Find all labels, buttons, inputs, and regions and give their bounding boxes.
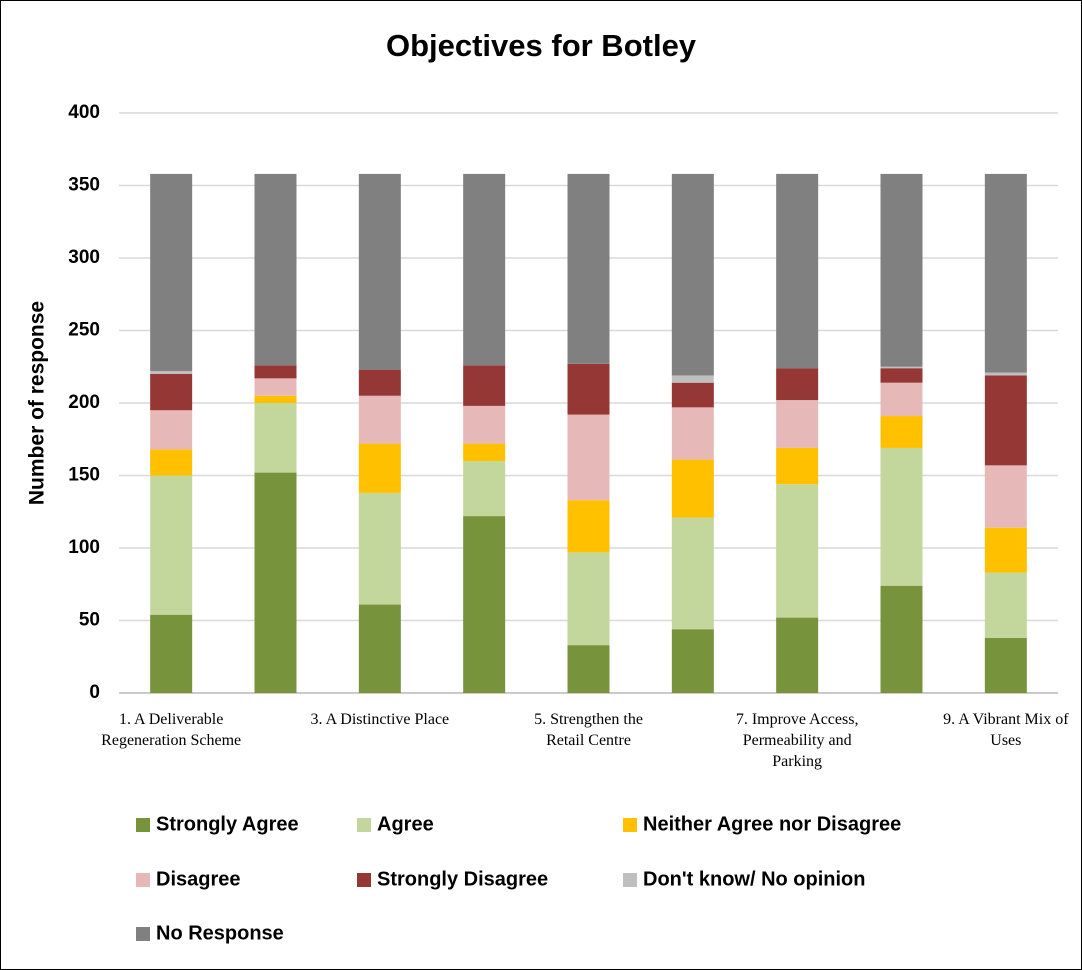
bar-segment <box>567 173 610 364</box>
bar-segment <box>880 382 923 417</box>
legend-label: Neither Agree nor Disagree <box>643 813 901 835</box>
bar-segment <box>358 173 401 370</box>
chart-title: Objectives for Botley <box>386 28 697 63</box>
bar-segment <box>671 517 714 630</box>
bar-segment <box>984 465 1027 528</box>
bar-segment <box>150 173 193 372</box>
bar-segment <box>776 617 819 693</box>
y-tick-label: 100 <box>68 537 100 558</box>
y-tick-label: 0 <box>89 682 100 703</box>
y-tick-label: 150 <box>68 465 100 486</box>
bar-segment <box>358 604 401 693</box>
bar-segment <box>150 475 193 615</box>
bar-segment <box>150 410 193 450</box>
bar-segment <box>358 443 401 493</box>
bar-segment <box>254 378 297 396</box>
bar-segment <box>567 552 610 646</box>
bar-segment <box>984 637 1027 693</box>
bar-segment <box>254 403 297 473</box>
bar-segment <box>880 447 923 586</box>
legend-label: No Response <box>156 922 284 944</box>
bar-segment <box>671 407 714 460</box>
x-tick-label: 7. Improve Access, Permeability and Park… <box>735 711 859 770</box>
bar-segment <box>567 414 610 501</box>
bar-segment <box>776 447 819 485</box>
bar-segment <box>150 614 193 693</box>
bar-segment <box>567 363 610 415</box>
bar-segment <box>671 173 714 376</box>
legend-swatch <box>623 873 637 887</box>
legend-swatch <box>136 873 150 887</box>
bar-segment <box>463 443 506 461</box>
legend-swatch <box>357 818 371 832</box>
bar-segment <box>150 449 193 476</box>
x-tick-label: 3. A Distinctive Place <box>310 711 450 728</box>
legend-label: Strongly Disagree <box>377 868 548 890</box>
bar-segment <box>150 374 193 411</box>
bar-segment <box>671 382 714 408</box>
bar-segment <box>150 371 193 374</box>
legend-swatch <box>357 873 371 887</box>
bar-segment <box>254 173 297 366</box>
x-tick-label: 1. A Deliverable Regeneration Scheme <box>101 711 242 749</box>
legend-label: Strongly Agree <box>156 813 299 835</box>
bar-segment <box>880 416 923 448</box>
y-tick-label: 250 <box>68 320 100 341</box>
y-tick-label: 350 <box>68 175 100 196</box>
bar-segment <box>463 365 506 406</box>
bar-segment <box>671 629 714 693</box>
legend-swatch <box>136 818 150 832</box>
bar-segment <box>358 369 401 396</box>
bar-segment <box>254 395 297 403</box>
bar-segment <box>254 365 297 379</box>
bar-segment <box>776 173 819 369</box>
y-tick-label: 200 <box>68 392 100 413</box>
y-tick-label: 400 <box>68 102 100 123</box>
x-tick-label: 9. A Vibrant Mix of Uses <box>943 711 1069 749</box>
bar-segment <box>880 585 923 693</box>
legend-label: Don't know/ No opinion <box>643 868 866 890</box>
bar-segment <box>984 372 1027 376</box>
legend-label: Disagree <box>156 868 241 890</box>
legend-swatch <box>623 818 637 832</box>
bar-segment <box>984 375 1027 466</box>
bar-segment <box>567 645 610 693</box>
bar-segment <box>671 459 714 518</box>
x-tick-label: 5. Strengthen the Retail Centre <box>534 711 643 749</box>
bar-segment <box>984 572 1027 638</box>
bar-segment <box>254 472 297 693</box>
bar-segment <box>880 368 923 383</box>
legend-swatch <box>136 927 150 941</box>
bar-segment <box>463 405 506 444</box>
bar-segment <box>463 516 506 693</box>
y-tick-label: 300 <box>68 247 100 268</box>
bar-segment <box>463 173 506 366</box>
bar-segment <box>776 484 819 618</box>
bar-segment <box>880 173 923 367</box>
y-tick-label: 50 <box>79 610 100 631</box>
legend-label: Agree <box>377 813 434 835</box>
bar-segment <box>671 375 714 383</box>
bar-segment <box>880 366 923 369</box>
bar-segment <box>984 527 1027 573</box>
bar-segment <box>776 368 819 401</box>
bar-segment <box>567 500 610 553</box>
bar-segment <box>358 492 401 605</box>
bar-segment <box>984 173 1027 373</box>
bar-segment <box>358 395 401 444</box>
bar-segment <box>463 461 506 517</box>
bar-segment <box>776 400 819 448</box>
y-axis-label: Number of response <box>26 301 49 505</box>
